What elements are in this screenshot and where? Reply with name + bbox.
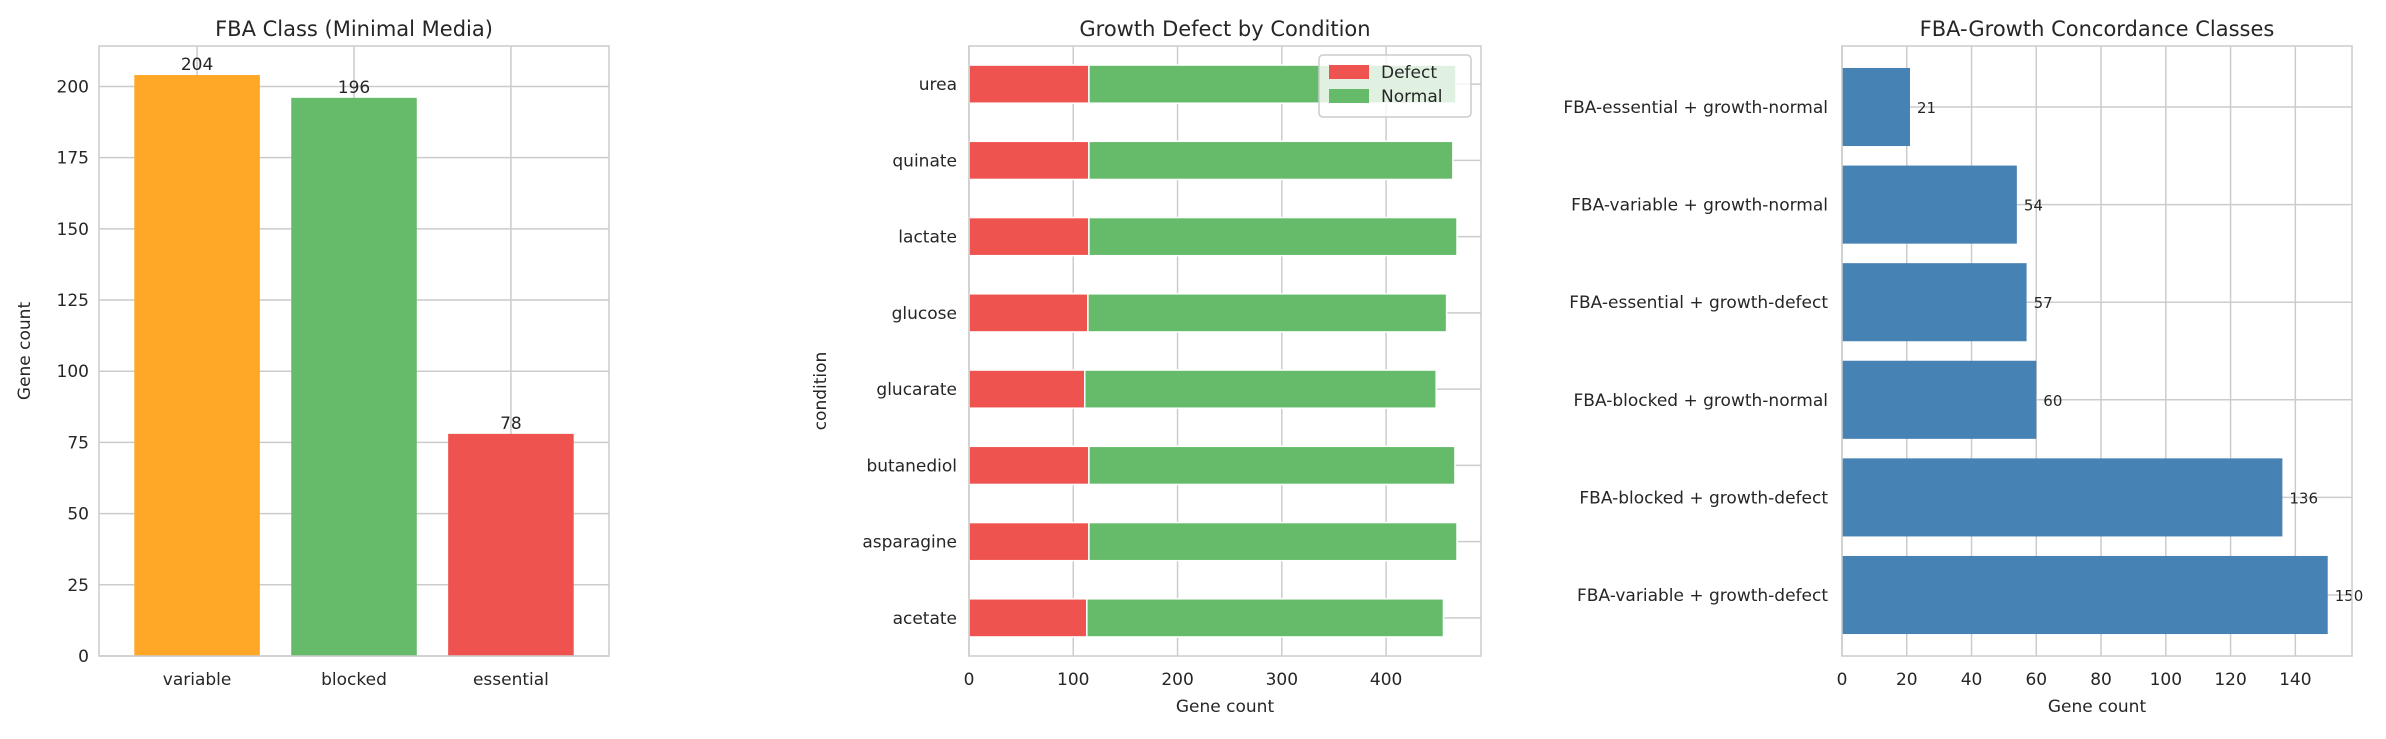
x-tick-label: 200 xyxy=(1161,670,1193,690)
x-tick-label: 0 xyxy=(1837,670,1848,690)
bar-butanediol-defect xyxy=(968,445,1090,486)
bar-lactate-defect xyxy=(968,216,1090,257)
bar-acetate-defect xyxy=(968,598,1088,638)
chart-title: Growth Defect by Condition xyxy=(1079,17,1370,41)
chart-growth-defect: 0 100 200 300 400 acetate asparagine butanediol… xyxy=(811,17,1482,717)
bar-glucarate-defect xyxy=(968,369,1086,409)
y-tick-label: urea xyxy=(919,75,957,95)
bar-asparagine-normal xyxy=(1088,521,1458,562)
y-tick-label: 50 xyxy=(67,505,89,525)
chart-concordance-frame xyxy=(1841,45,2353,657)
x-tick-label: variable xyxy=(163,670,232,690)
legend-label: Defect xyxy=(1381,63,1437,83)
y-tick-label: butanediol xyxy=(866,456,957,476)
y-tick-label: 125 xyxy=(57,291,89,311)
bar-acetate-normal xyxy=(1086,598,1445,638)
y-tick-label: glucose xyxy=(892,304,957,324)
chart-title: FBA Class (Minimal Media) xyxy=(215,17,493,41)
bar-fba-essential-growth-defect xyxy=(1842,263,2027,342)
y-axis-label: Gene count xyxy=(15,302,35,401)
x-tick-label: 60 xyxy=(2025,670,2047,690)
chart-fba-class-frame xyxy=(98,45,610,657)
x-tick-label: 100 xyxy=(2150,670,2182,690)
y-tick-label: FBA-variable + growth-normal xyxy=(1571,196,1828,216)
x-tick-label: 0 xyxy=(964,670,975,690)
bar-quinate-normal xyxy=(1088,140,1454,181)
data-label: 204 xyxy=(181,55,213,75)
legend-label: Normal xyxy=(1381,87,1443,107)
y-tick-label: 25 xyxy=(67,576,89,596)
x-tick-label: 400 xyxy=(1370,670,1402,690)
data-label: 21 xyxy=(1917,99,1936,117)
data-label: 57 xyxy=(2034,294,2053,312)
y-tick-label: 0 xyxy=(78,647,89,667)
y-tick-label: 75 xyxy=(67,433,89,453)
y-tick-label: 175 xyxy=(57,149,89,169)
bar-fba-blocked-growth-normal xyxy=(1842,360,2037,439)
y-tick-label: FBA-variable + growth-defect xyxy=(1577,586,1828,606)
bar-asparagine-defect xyxy=(968,521,1090,562)
bar-glucose-normal xyxy=(1087,293,1448,333)
bar-quinate-defect xyxy=(968,140,1090,181)
legend: Defect Normal xyxy=(1318,54,1472,118)
x-axis-label: Gene count xyxy=(1176,697,1275,717)
x-tick-label: 80 xyxy=(2090,670,2112,690)
data-label: 150 xyxy=(2335,587,2364,605)
bar-fba-variable-growth-defect xyxy=(1842,555,2328,635)
bar-variable xyxy=(134,75,260,657)
y-tick-label: FBA-blocked + growth-defect xyxy=(1579,488,1828,508)
x-tick-label: 120 xyxy=(2214,670,2246,690)
y-tick-label: glucarate xyxy=(876,380,957,400)
x-axis-label: Gene count xyxy=(2048,697,2147,717)
data-label: 60 xyxy=(2043,392,2062,410)
bar-blocked xyxy=(291,97,417,656)
bar-fba-essential-growth-normal xyxy=(1842,67,1910,147)
chart-growth-defect-frame xyxy=(968,45,1482,657)
x-tick-label: 20 xyxy=(1896,670,1918,690)
bar-glucose-defect xyxy=(968,293,1089,333)
legend-swatch-defect xyxy=(1329,65,1369,79)
bar-urea-defect xyxy=(968,64,1090,104)
chart-fba-class: 0 25 50 75 100 125 150 175 200 204 variable 196 bloc… xyxy=(15,17,610,690)
x-tick-label: 100 xyxy=(1057,670,1089,690)
bar-essential xyxy=(448,433,574,656)
y-tick-label: asparagine xyxy=(862,533,957,553)
bar-butanediol-normal xyxy=(1088,445,1456,486)
y-tick-label: acetate xyxy=(893,609,957,629)
y-tick-label: FBA-essential + growth-defect xyxy=(1569,293,1828,313)
x-tick-label: 300 xyxy=(1266,670,1298,690)
y-tick-label: quinate xyxy=(892,151,957,171)
y-tick-label: FBA-blocked + growth-normal xyxy=(1574,391,1829,411)
chart-concordance: 0 20 40 60 80 100 120 140 FBA-variable + growth-… xyxy=(1563,17,2363,717)
y-tick-label: lactate xyxy=(898,228,957,248)
x-tick-label: essential xyxy=(473,670,549,690)
bar-lactate-normal xyxy=(1088,216,1458,257)
chart-title: FBA-Growth Concordance Classes xyxy=(1920,17,2275,41)
bar-fba-blocked-growth-defect xyxy=(1842,458,2283,537)
y-tick-label: FBA-essential + growth-normal xyxy=(1563,98,1828,118)
y-axis-label: condition xyxy=(811,352,831,431)
data-label: 136 xyxy=(2289,489,2318,507)
data-label: 54 xyxy=(2024,197,2043,215)
x-tick-label: 140 xyxy=(2279,670,2311,690)
y-tick-label: 150 xyxy=(57,220,89,240)
data-label: 78 xyxy=(500,414,522,434)
x-tick-label: blocked xyxy=(321,670,387,690)
bar-glucarate-normal xyxy=(1083,369,1437,409)
legend-swatch-normal xyxy=(1329,89,1369,103)
y-tick-label: 100 xyxy=(57,362,89,382)
data-label: 196 xyxy=(338,78,370,98)
bar-fba-variable-growth-normal xyxy=(1842,165,2017,244)
x-tick-label: 40 xyxy=(1961,670,1983,690)
y-tick-label: 200 xyxy=(57,77,89,97)
